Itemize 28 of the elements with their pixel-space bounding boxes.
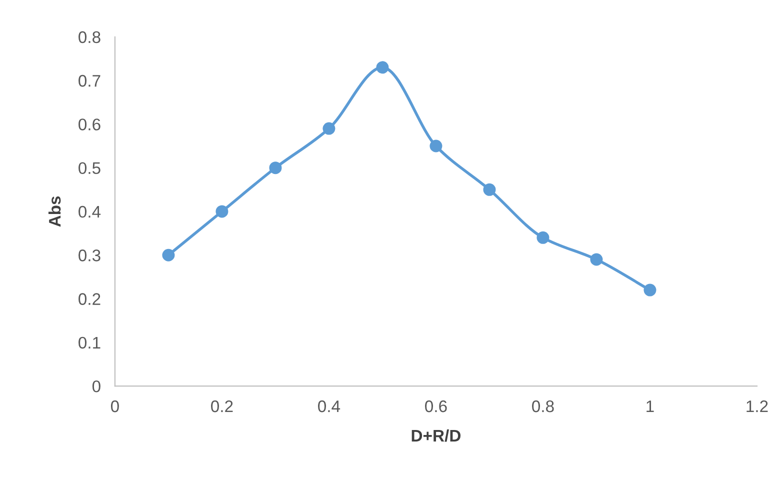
x-tick-label: 0 [110,400,119,412]
y-tick-label: 0 [92,380,100,392]
x-tick-label: 0.4 [318,400,340,412]
x-tick-label: 1 [646,400,654,412]
y-tick-label: 0.2 [78,293,100,305]
x-axis-title: D+R/D [412,429,460,442]
point [430,140,442,152]
x-tick-label: 0.8 [532,400,554,412]
x-tick-label: 0.6 [425,400,447,412]
point [162,248,175,262]
point [483,183,496,196]
y-axis-title: Abs [48,196,61,227]
y-tick-label: 0.8 [78,31,100,44]
point [216,205,228,218]
x-tick-label: 0.2 [211,400,233,412]
point [322,122,336,135]
y-tick-label: 0.6 [78,118,100,130]
y-tick-label: 0.5 [78,162,100,174]
y-tick-label: 0.3 [78,250,100,262]
point [376,61,389,74]
point [644,284,656,296]
point [269,162,282,174]
x-tick-label: 1.2 [746,400,768,412]
point [590,253,603,266]
y-tick-label: 0.1 [78,336,100,349]
y-tick-label: 0.7 [78,74,100,87]
y-tick-label: 0.4 [78,206,101,218]
point [536,231,550,244]
